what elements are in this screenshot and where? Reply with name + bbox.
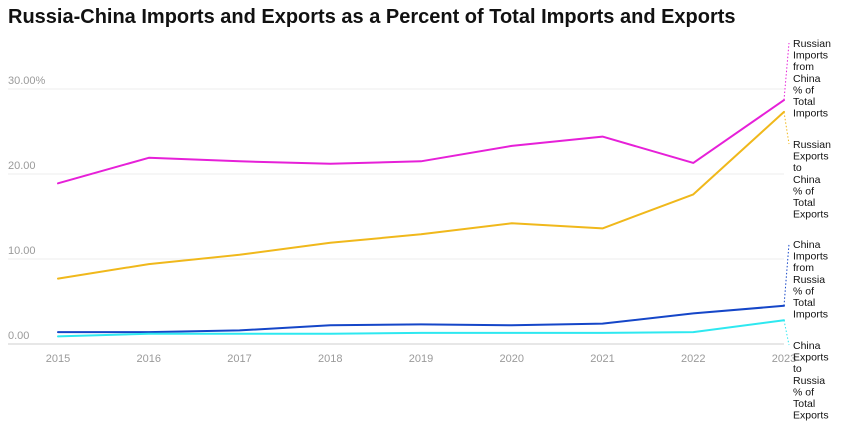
series-label-line: Russian [793, 38, 831, 50]
series-line [57, 319, 785, 338]
series-label-line: Exports [793, 151, 829, 163]
y-tick-label: 20.00 [8, 160, 36, 172]
series-label-line: % of [793, 285, 814, 297]
series-line [57, 304, 785, 334]
label-leader [783, 243, 790, 306]
series-labels: Russian Imports from China% of Total ImportsR… [793, 38, 831, 422]
series-label-line: Russian [793, 139, 831, 151]
x-tick-label: 2021 [590, 353, 614, 365]
y-axis-ticks: 0.00 10.00 20.00 30.00% [8, 75, 46, 342]
label-leader [783, 42, 790, 101]
series-label-line: Russia [793, 274, 825, 286]
label-leader-lines [783, 42, 790, 346]
series-label-line: Imports [793, 108, 828, 120]
series-label-line: Russia [793, 375, 825, 387]
x-tick-label: 2017 [227, 353, 251, 365]
y-tick-label: 0.00 [8, 330, 29, 342]
y-tick-label: 10.00 [8, 245, 36, 257]
series-label-line: Exports [793, 410, 829, 422]
series-label-line: China [793, 239, 821, 251]
series-label: China Imports from Russia% of Total Imports [793, 239, 828, 321]
series-label-line: China [793, 174, 821, 186]
series-line [57, 99, 785, 185]
x-tick-label: 2019 [409, 353, 433, 365]
series-label-line: Total [793, 297, 815, 309]
grid-lines [8, 88, 784, 345]
chart-title: Russia-China Imports and Exports as a Pe… [8, 6, 736, 28]
series-label-line: Imports [793, 50, 828, 62]
series-label-line: Total [793, 96, 815, 108]
y-tick-label: 30.00% [8, 75, 46, 87]
series-label-line: to [793, 363, 802, 375]
series-label: Russian Imports from China% of Total Imports [793, 38, 831, 120]
series-lines [57, 99, 785, 338]
series-label-line: Total [793, 197, 815, 209]
label-leader [783, 111, 790, 145]
series-label-line: % of [793, 386, 814, 398]
x-tick-label: 2018 [318, 353, 342, 365]
series-label-line: Exports [793, 352, 829, 364]
series-label-line: to [793, 162, 802, 174]
series-label-line: Imports [793, 309, 828, 321]
series-label-line: Total [793, 398, 815, 410]
x-tick-label: 2016 [137, 353, 161, 365]
x-tick-label: 2023 [772, 353, 796, 365]
series-label: Russian Exports to China% of Total Exports [793, 139, 831, 221]
series-label-line: % of [793, 84, 814, 96]
series-label-line: % of [793, 185, 814, 197]
series-label-line: from [793, 61, 814, 73]
x-tick-label: 2015 [46, 353, 70, 365]
x-axis-ticks: 2015 2016 2017 2018 2019 2020 2021 2022 2023 [46, 353, 796, 365]
series-label-line: Exports [793, 209, 829, 221]
series-label-line: China [793, 340, 821, 352]
series-label-line: China [793, 73, 821, 85]
series-label-line: from [793, 262, 814, 274]
series-label-line: Imports [793, 251, 828, 263]
x-tick-label: 2020 [500, 353, 524, 365]
series-label: China Exports to Russia% of Total Exports [793, 340, 829, 422]
x-tick-label: 2022 [681, 353, 705, 365]
label-leader [783, 320, 790, 346]
series-line [57, 110, 785, 280]
